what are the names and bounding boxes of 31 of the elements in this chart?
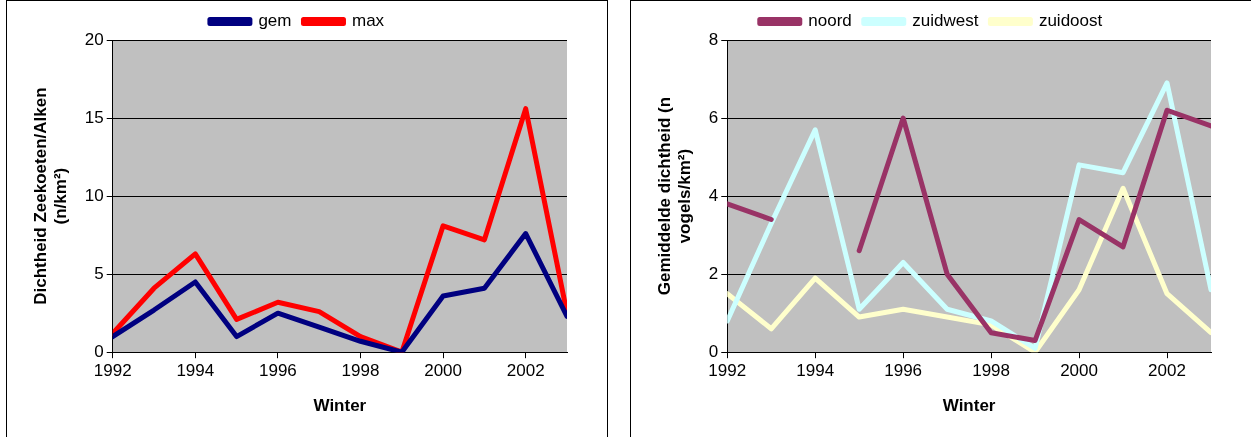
legend-label: zuidoost (1038, 11, 1103, 31)
x-tick-label: 1998 (341, 361, 380, 381)
y-tick-label: 20 (84, 29, 104, 49)
x-tick-label: 1996 (258, 361, 297, 381)
y-axis-title: Gemiddelde dichtheid (n vogels/km²) (654, 96, 695, 296)
x-axis-title: Winter (942, 396, 996, 416)
x-tick-label: 2000 (1060, 361, 1098, 381)
legend-label: gem (258, 11, 292, 31)
y-tick-label: 8 (708, 29, 719, 49)
legend-label: zuidwest (912, 11, 979, 31)
x-tick-label: 2000 (424, 361, 463, 381)
y-axis-title: Dichtheid Zeekoeten/Alken (n/km²) (30, 87, 71, 305)
x-tick-label: 1998 (972, 361, 1011, 381)
y-tick-label: 2 (708, 263, 719, 283)
y-tick-label: 4 (708, 185, 719, 205)
y-tick-label: 15 (84, 107, 104, 127)
y-tick-label: 5 (94, 263, 104, 283)
x-tick-label: 1996 (884, 361, 923, 381)
y-tick-label: 0 (94, 341, 104, 361)
x-tick-label: 1994 (796, 361, 835, 381)
x-tick-label: 1992 (93, 361, 132, 381)
x-axis-title: Winter (313, 396, 367, 416)
x-tick-label: 1994 (176, 361, 215, 381)
legend-label: noord (808, 11, 852, 31)
x-tick-label: 2002 (1148, 361, 1186, 381)
x-tick-label: 2002 (506, 361, 545, 381)
legend-label: max (351, 11, 385, 31)
x-tick-label: 1992 (708, 361, 747, 381)
y-tick-label: 6 (708, 107, 719, 127)
y-tick-label: 0 (708, 341, 719, 361)
y-tick-label: 10 (84, 185, 104, 205)
